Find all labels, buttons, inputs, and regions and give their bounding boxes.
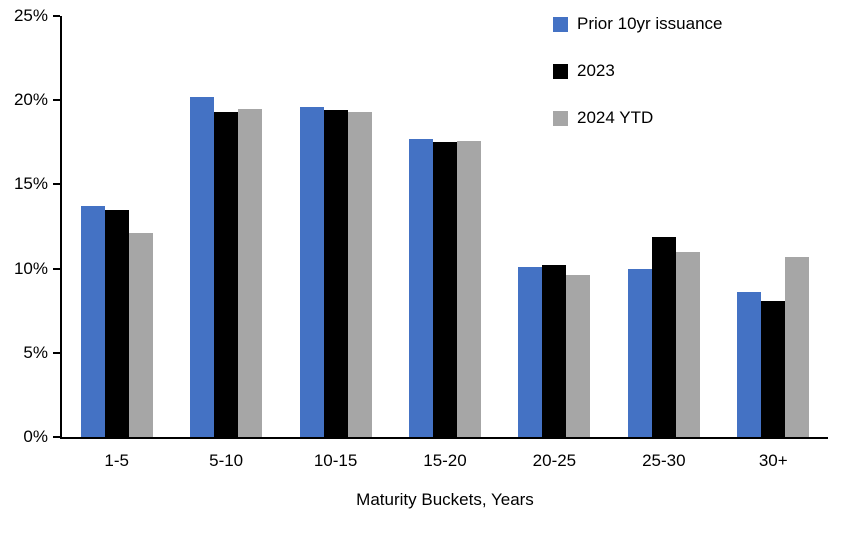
y-tick-label: 20% [13, 90, 48, 110]
bar [408, 138, 433, 437]
bar-group [719, 16, 828, 437]
y-tick-mark [53, 15, 60, 17]
y-tick-label: 5% [23, 342, 48, 362]
legend-label: 2023 [577, 61, 615, 80]
y-tick-mark [53, 99, 60, 102]
bar [456, 140, 481, 437]
bar [347, 112, 372, 437]
legend-swatch-icon [553, 16, 568, 32]
bar [80, 206, 105, 437]
legend: Prior 10yr issuance 2023 2024 YTD [553, 14, 723, 155]
legend-swatch-icon [553, 63, 568, 79]
bar-group [390, 16, 499, 437]
bar-group [500, 16, 609, 437]
y-tick-label: 0% [23, 427, 48, 446]
x-tick-label: 20-25 [532, 451, 577, 470]
bar [761, 300, 786, 437]
x-tick-label: 15-20 [423, 451, 467, 470]
legend-item: 2023 [553, 61, 723, 81]
y-tick-label: 10% [13, 258, 48, 278]
bar [299, 106, 324, 437]
legend-item: 2024 YTD [553, 108, 723, 128]
y-tick-mark [53, 351, 60, 354]
x-tick-label: 10-15 [313, 451, 358, 470]
bar [432, 142, 457, 437]
x-tick-label: 25-30 [642, 451, 686, 470]
legend-label: Prior 10yr issuance [577, 14, 723, 33]
bar [737, 292, 762, 437]
bar [651, 236, 676, 437]
bar [214, 112, 239, 437]
bar [566, 275, 591, 437]
y-tick-mark [53, 183, 60, 186]
bar-series-container [62, 16, 828, 437]
bar [518, 266, 543, 437]
bar [190, 96, 215, 437]
y-tick-label: 25% [13, 6, 48, 25]
bar-group [609, 16, 718, 437]
y-tick-mark [53, 267, 60, 270]
legend-label: 2024 YTD [577, 108, 654, 127]
bar-group [62, 16, 171, 437]
y-tick-mark [53, 436, 60, 438]
bar [785, 256, 810, 437]
bar [675, 251, 700, 437]
bar [542, 265, 567, 437]
bar [128, 233, 153, 437]
legend-swatch-icon [553, 110, 568, 126]
bar [627, 268, 652, 437]
bar [238, 108, 263, 437]
plot-area: 0% 5% 10% 15% 20% 25% [14, 6, 828, 446]
y-tick-label: 15% [13, 174, 48, 194]
bar-group [171, 16, 280, 437]
bar-group [281, 16, 390, 437]
x-axis-labels: 1-5 5-10 10-15 15-20 20-25 25-30 30+ [62, 451, 828, 471]
bar [323, 110, 348, 437]
x-tick-label: 5-10 [209, 451, 244, 470]
x-axis-title: Maturity Buckets, Years [356, 490, 534, 509]
x-tick-label: 30+ [758, 451, 788, 470]
legend-item: Prior 10yr issuance [553, 14, 723, 34]
x-tick-label: 1-5 [104, 451, 129, 470]
bar [104, 209, 129, 437]
